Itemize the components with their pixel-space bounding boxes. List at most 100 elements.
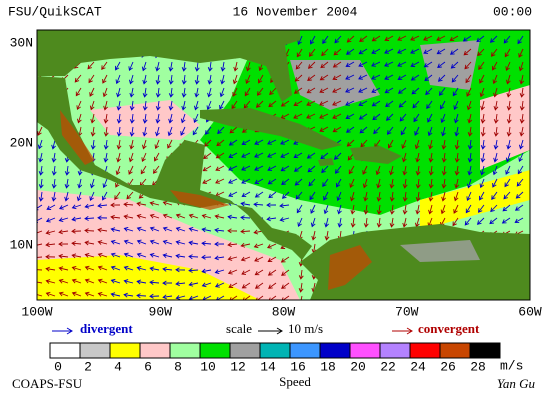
wind-vector <box>480 126 486 137</box>
wind-vector <box>362 165 368 175</box>
wind-vector <box>504 48 511 58</box>
wind-vector <box>128 152 134 163</box>
lat-label: 10N <box>10 237 33 252</box>
wind-vector <box>71 228 82 234</box>
wind-vector <box>227 242 238 248</box>
wind-vector <box>519 100 525 111</box>
wind-vector <box>310 217 316 228</box>
wind-vector <box>332 74 342 80</box>
wind-vector <box>493 100 499 111</box>
wind-vector <box>319 100 329 106</box>
wind-vector <box>479 191 485 201</box>
wind-vector <box>116 139 122 150</box>
wind-vector <box>515 191 524 199</box>
wind-vector <box>84 203 95 209</box>
wind-vector <box>490 204 498 213</box>
wind-vector <box>162 239 173 245</box>
lat-label: 20N <box>10 135 33 150</box>
speed-zone <box>420 170 530 230</box>
colorbar-label: 12 <box>230 359 246 374</box>
scale-arrow <box>276 327 283 335</box>
wind-vector <box>466 87 472 97</box>
wind-vector <box>194 74 200 85</box>
wind-vector <box>241 165 251 171</box>
wind-vector <box>76 113 82 124</box>
colorbar-label: 4 <box>114 359 122 374</box>
wind-vector <box>268 295 277 300</box>
wind-vector <box>441 178 447 189</box>
wind-vector <box>491 191 498 201</box>
wind-vector <box>336 191 342 202</box>
wind-vector <box>217 126 225 135</box>
wind-vector <box>97 291 108 297</box>
wind-vector <box>38 165 44 176</box>
wind-vector <box>402 204 408 215</box>
wind-vector <box>451 74 459 83</box>
colorbar-swatch <box>379 342 411 359</box>
wind-vector <box>492 165 498 176</box>
colorbar-swatch <box>349 342 381 359</box>
wind-vector <box>280 100 290 107</box>
wind-vector <box>155 113 161 124</box>
wind-vector <box>493 113 499 124</box>
wind-vector <box>450 61 459 69</box>
wind-vector <box>333 152 342 160</box>
wind-vector <box>293 113 303 119</box>
wind-vector <box>505 61 511 72</box>
wind-vector <box>175 281 186 287</box>
wind-vector <box>38 191 44 202</box>
wind-vector <box>155 100 161 111</box>
wind-vector <box>519 74 525 85</box>
wind-vector <box>45 254 56 260</box>
wind-vector <box>123 252 134 258</box>
wind-vector <box>162 200 173 206</box>
wind-vector <box>128 74 134 85</box>
wind-vector <box>102 87 108 98</box>
wind-vector <box>479 74 485 84</box>
wind-vector <box>415 191 421 202</box>
wind-vector <box>267 139 277 145</box>
wind-vector <box>103 126 109 137</box>
wind-vector <box>492 61 498 71</box>
colorbar-swatch <box>139 342 171 359</box>
scale-value: 10 m/s <box>288 321 323 336</box>
wind-vector <box>322 35 329 45</box>
wind-vector <box>332 87 342 93</box>
wind-vector <box>477 48 485 57</box>
wind-vector <box>228 165 238 171</box>
land <box>37 30 300 102</box>
wind-vector <box>415 178 421 189</box>
wind-vector <box>506 139 512 150</box>
wind-vector <box>38 152 44 163</box>
wind-vector <box>103 100 108 111</box>
wind-vector <box>441 139 447 150</box>
wind-vector <box>214 282 225 288</box>
wind-vector <box>180 113 186 124</box>
wind-vector <box>45 217 56 223</box>
wind-vector <box>479 178 485 189</box>
wind-vector <box>358 74 368 80</box>
wind-vector <box>243 100 251 109</box>
wind-vector <box>87 61 95 70</box>
land <box>318 158 334 166</box>
wind-vector <box>428 139 433 150</box>
wind-vector <box>193 113 199 124</box>
wind-vector <box>493 87 498 98</box>
wind-vector <box>136 252 147 258</box>
wind-vector <box>307 74 316 81</box>
wind-vector <box>255 100 264 108</box>
wind-vector <box>232 87 238 97</box>
wind-vector <box>319 126 329 132</box>
wind-vector <box>142 74 148 85</box>
wind-vector <box>155 61 160 72</box>
wind-vector <box>71 265 82 271</box>
wind-vector <box>256 87 264 96</box>
wind-vector <box>136 226 147 232</box>
wind-vector <box>441 126 446 137</box>
wind-vector <box>414 139 420 150</box>
wind-vector <box>389 165 394 176</box>
wind-vector <box>258 74 264 84</box>
wind-vector <box>478 61 485 71</box>
wind-vector <box>493 126 499 137</box>
wind-vector <box>279 203 290 209</box>
